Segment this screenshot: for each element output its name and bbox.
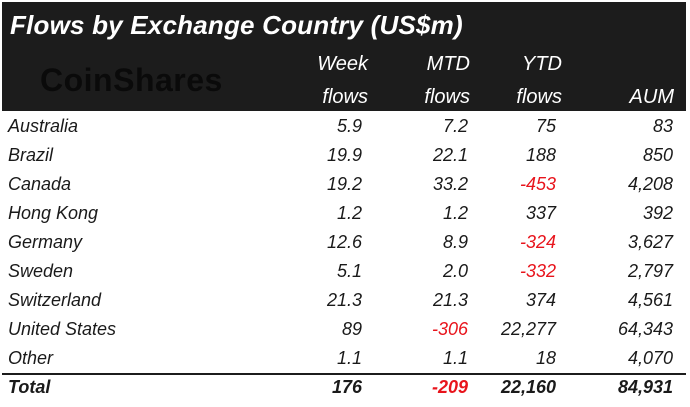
mtd-flows-cell: 22.1: [432, 145, 468, 165]
table-row: Germany 12.6 8.9 -324 3,627: [2, 229, 686, 258]
ytd-flows-cell: -324: [519, 232, 556, 252]
ytd-flows-cell: -453: [519, 174, 556, 194]
total-mtd: -209: [431, 377, 468, 397]
aum-cell: 850: [642, 145, 673, 165]
coinshares-logo: CoinShares: [40, 62, 223, 98]
aum-cell: 392: [642, 203, 673, 223]
country-cell: Other: [8, 348, 54, 368]
col-week-line2: flows: [322, 86, 368, 108]
mtd-flows-cell: 7.2: [442, 116, 468, 136]
aum-cell: 4,208: [627, 174, 673, 194]
col-week-line1: Week: [317, 53, 368, 75]
table-row: Switzerland 21.3 21.3 374 4,561: [2, 287, 686, 316]
country-cell: Brazil: [8, 145, 54, 165]
aum-cell: 3,627: [627, 232, 673, 252]
country-cell: Sweden: [8, 261, 74, 281]
ytd-flows-cell: 75: [535, 116, 556, 136]
week-flows-cell: 5.1: [336, 261, 362, 281]
mtd-flows-cell: -306: [431, 319, 468, 339]
mtd-flows-cell: 21.3: [432, 290, 468, 310]
total-week: 176: [331, 377, 362, 397]
ytd-flows-cell: -332: [519, 261, 556, 281]
table-row: United States 89 -306 22,277 64,343: [2, 316, 686, 345]
mtd-flows-cell: 33.2: [432, 174, 468, 194]
col-ytd-line1: YTD: [522, 53, 562, 75]
ytd-flows-cell: 22,277: [500, 319, 556, 339]
country-cell: Hong Kong: [8, 203, 99, 223]
ytd-flows-cell: 18: [535, 348, 556, 368]
table-row: Canada 19.2 33.2 -453 4,208: [2, 171, 686, 200]
country-cell: Canada: [8, 174, 72, 194]
ytd-flows-cell: 374: [525, 290, 556, 310]
mtd-flows-cell: 8.9: [442, 232, 468, 252]
col-aum-line2: AUM: [629, 86, 674, 108]
week-flows-cell: 19.2: [326, 174, 362, 194]
ytd-flows-cell: 337: [525, 203, 556, 223]
week-flows-cell: 1.1: [336, 348, 362, 368]
mtd-flows-cell: 1.2: [442, 203, 468, 223]
total-aum: 84,931: [617, 377, 673, 397]
table-row: Hong Kong 1.2 1.2 337 392: [2, 200, 686, 229]
mtd-flows-cell: 1.1: [442, 348, 468, 368]
table-row: Australia 5.9 7.2 75 83: [2, 113, 686, 142]
aum-cell: 4,070: [627, 348, 673, 368]
week-flows-cell: 21.3: [326, 290, 362, 310]
total-row: Total 176 -209 22,160 84,931: [2, 375, 686, 405]
aum-cell: 64,343: [617, 319, 673, 339]
week-flows-cell: 12.6: [326, 232, 362, 252]
aum-cell: 4,561: [627, 290, 673, 310]
week-flows-cell: 19.9: [326, 145, 362, 165]
country-cell: Germany: [8, 232, 83, 252]
week-flows-cell: 89: [341, 319, 362, 339]
country-cell: Switzerland: [8, 290, 102, 310]
col-mtd-line2: flows: [424, 86, 470, 108]
table-header: Flows by Exchange Country (US$m) CoinSha…: [2, 2, 686, 111]
col-mtd-line1: MTD: [426, 53, 470, 75]
ytd-flows-cell: 188: [525, 145, 556, 165]
table-body: Australia 5.9 7.2 75 83 Brazil 19.9 22.1 188 850 C…: [2, 113, 686, 374]
col-ytd-line2: flows: [516, 86, 562, 108]
aum-cell: 2,797: [627, 261, 673, 281]
total-divider: [2, 373, 686, 375]
week-flows-cell: 5.9: [336, 116, 362, 136]
table-title: Flows by Exchange Country (US$m): [10, 10, 463, 40]
total-ytd: 22,160: [500, 377, 556, 397]
country-cell: Australia: [8, 116, 79, 136]
table-row: Sweden 5.1 2.0 -332 2,797: [2, 258, 686, 287]
table-row: Brazil 19.9 22.1 188 850: [2, 142, 686, 171]
week-flows-cell: 1.2: [336, 203, 362, 223]
mtd-flows-cell: 2.0: [442, 261, 468, 281]
total-label: Total: [8, 377, 51, 397]
table-row: Other 1.1 1.1 18 4,070: [2, 345, 686, 374]
country-cell: United States: [8, 319, 117, 339]
aum-cell: 83: [652, 116, 673, 136]
